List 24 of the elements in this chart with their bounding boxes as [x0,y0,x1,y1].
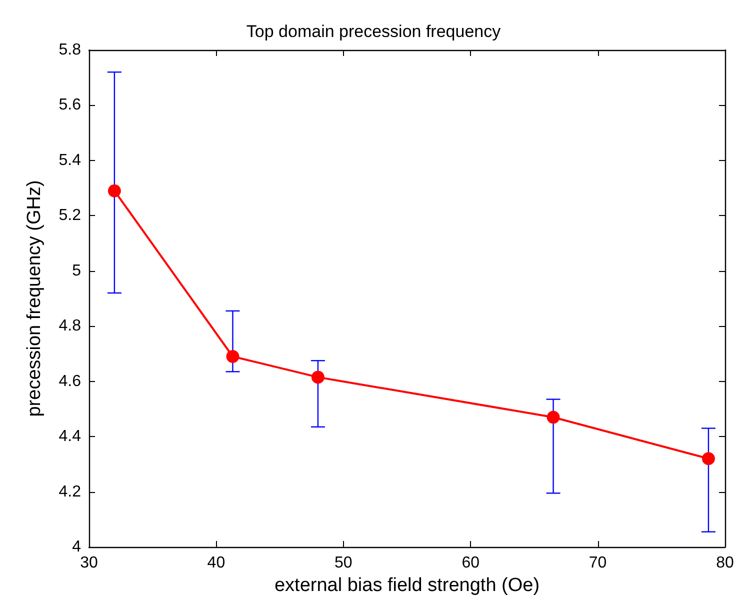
y-axis-title: precession frequency (GHz) [24,180,45,417]
x-tick-label: 30 [80,554,98,572]
y-tick-label: 5.8 [58,42,82,58]
y-tick-label: 5 [72,262,82,280]
x-tick-label: 70 [588,554,607,572]
point [311,370,324,384]
point [226,350,240,363]
x-axis-title: external bias field strength (Oe) [274,574,540,596]
y-tick-label: 4 [72,538,82,556]
x-tick-label: 40 [207,554,226,572]
point [108,184,121,198]
y-tick-label: 5.6 [58,96,82,114]
x-tick-label: 50 [334,554,352,572]
y-tick-label: 4.4 [58,428,82,446]
chart-title: Top domain precession frequency [246,22,502,41]
point [546,410,560,424]
y-tick-label: 4.2 [58,483,82,500]
point [702,452,715,466]
x-tick-label: 60 [462,554,480,572]
y-tick-label: 5.4 [58,152,82,169]
y-tick-label: 4.8 [58,318,82,335]
x-tick-label: 80 [716,554,734,572]
y-tick-label: 5.2 [58,207,82,224]
y-tick-label: 4.6 [58,372,82,390]
